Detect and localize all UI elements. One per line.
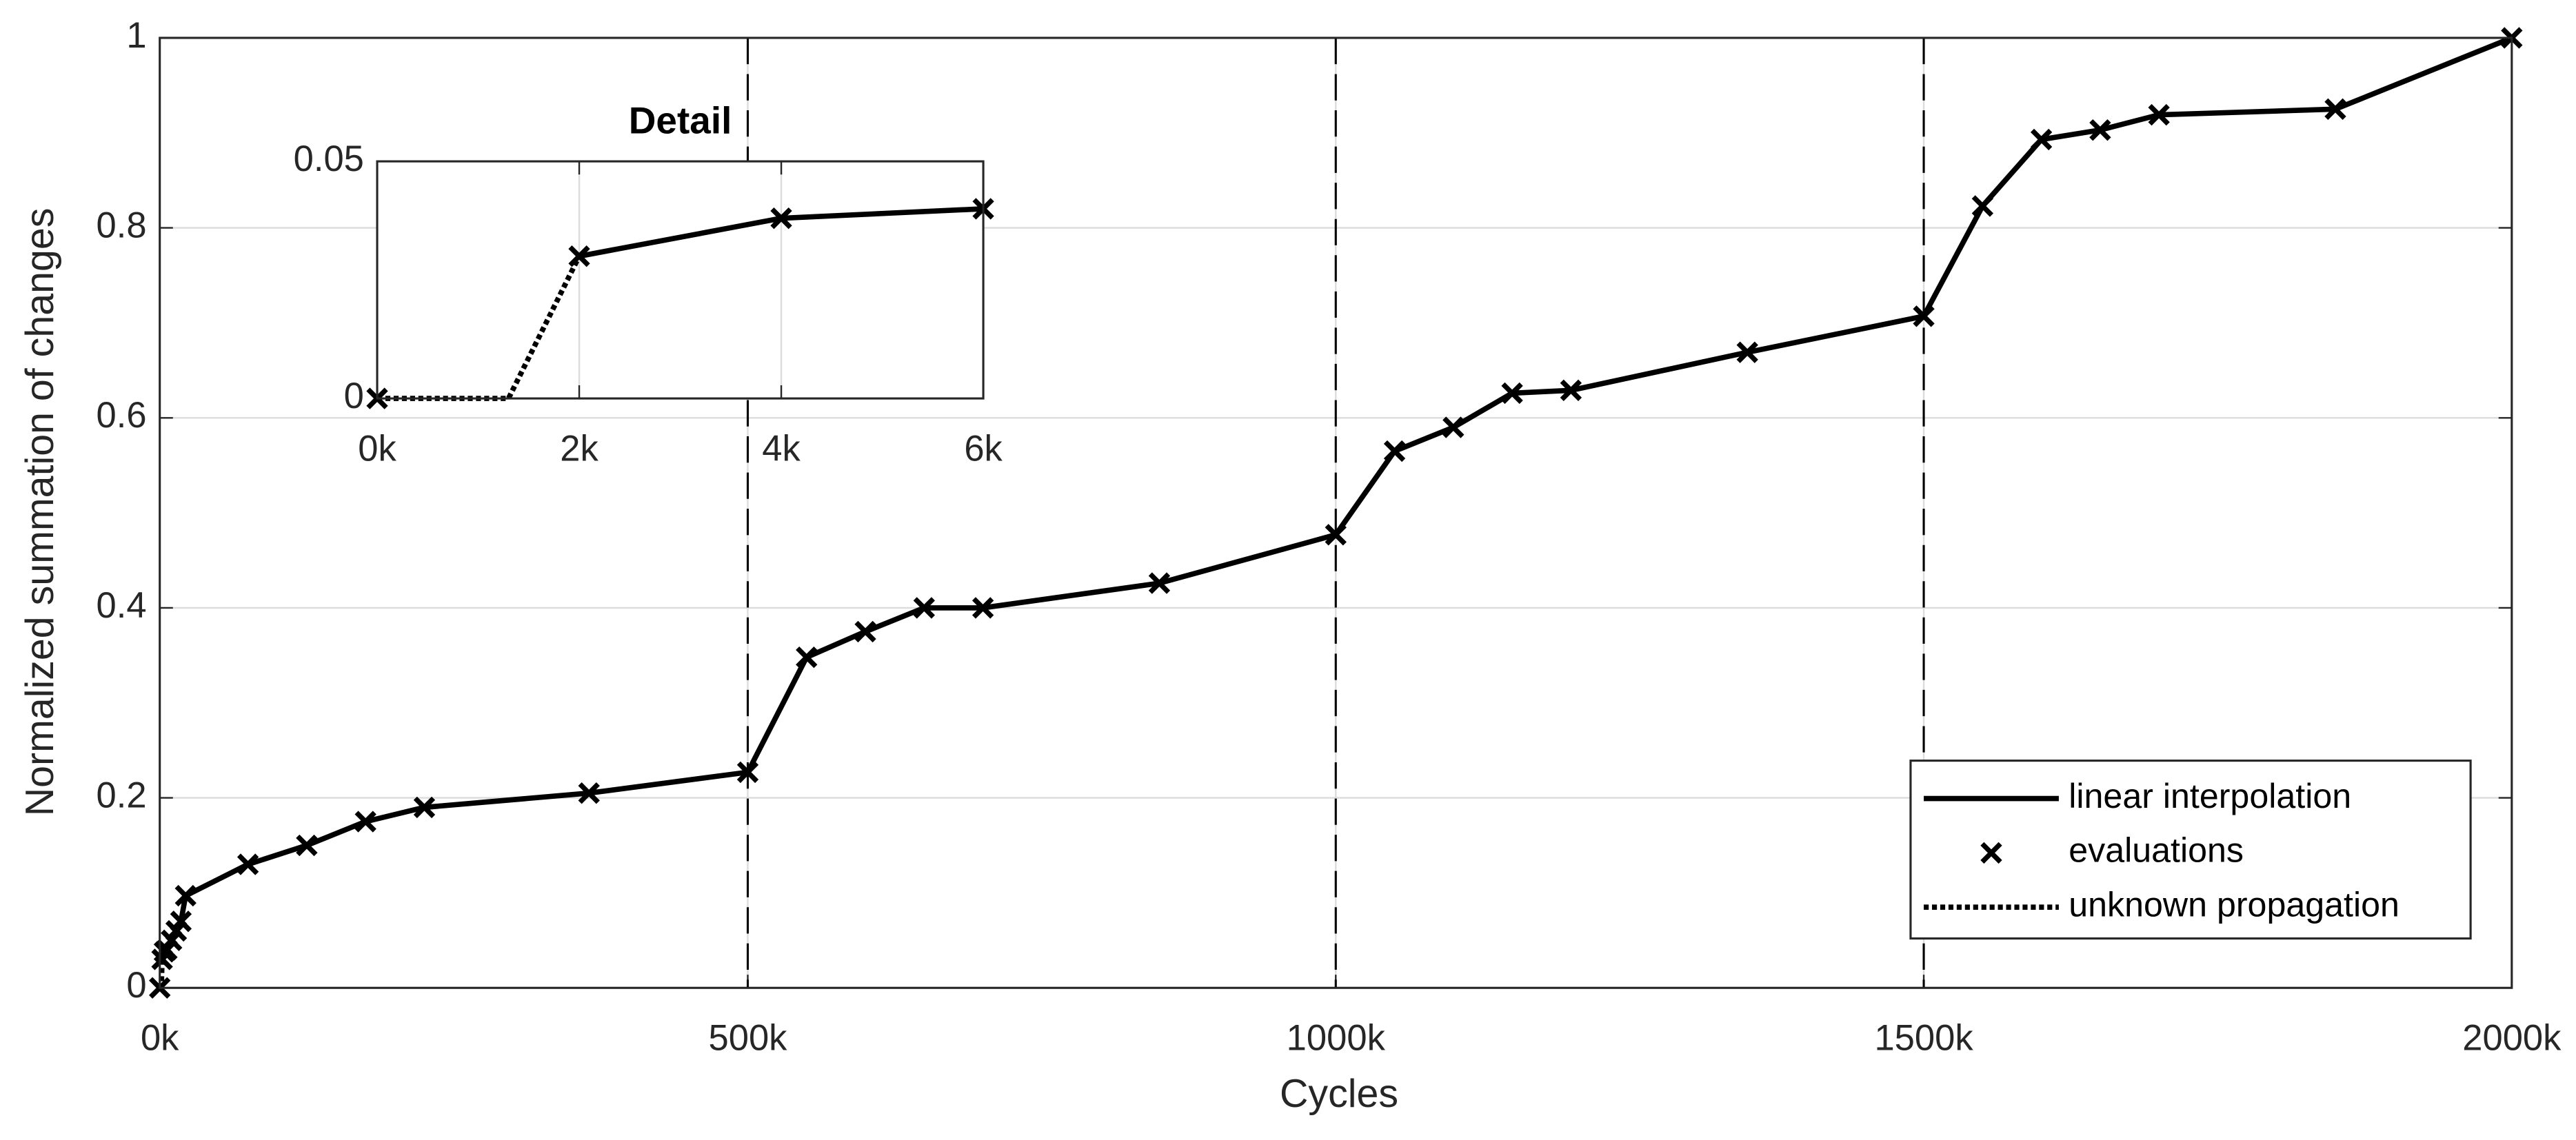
marker [736, 761, 759, 784]
marker [296, 834, 318, 857]
y-axis-label: Normalized summation of changes [18, 208, 62, 817]
marker [913, 597, 935, 619]
marker [2089, 119, 2111, 141]
marker [1560, 379, 1582, 401]
marker [770, 207, 792, 230]
axes-box [159, 37, 2513, 989]
marker [237, 853, 259, 875]
marker [2030, 128, 2053, 151]
marker [568, 245, 590, 267]
legend-box [1909, 760, 2472, 940]
marker [413, 796, 436, 819]
x-tick-label: 2k [560, 428, 598, 469]
marker [796, 646, 818, 669]
x-tick-label: 500k [709, 1018, 788, 1059]
marker [1501, 382, 1523, 405]
marker [1325, 524, 1347, 546]
legend-label: evaluations [2069, 831, 2244, 870]
marker [174, 884, 197, 907]
marker [1442, 416, 1465, 438]
y-tick-label: 0 [344, 376, 364, 416]
marker [1736, 341, 1758, 363]
x-tick-label: 0k [358, 428, 396, 469]
x-tick-label: 0k [141, 1018, 179, 1059]
x-tick-label: 1000k [1287, 1018, 1386, 1059]
series-layer [149, 27, 2523, 999]
marker [2148, 103, 2170, 126]
y-tick-label: 0.8 [97, 205, 147, 245]
axes-box [376, 160, 985, 400]
legend-label: linear interpolation [2069, 777, 2351, 815]
marker [972, 597, 994, 619]
marker [1148, 572, 1171, 594]
marker [854, 620, 876, 643]
x-tick-label: 1500k [1874, 1018, 1973, 1059]
legend-label: unknown propagation [2069, 885, 2399, 924]
legend-marker [1980, 842, 2002, 864]
plot-area [377, 161, 984, 399]
marker [1971, 195, 1994, 217]
marker [1383, 440, 1406, 462]
y-tick-label: 0.2 [97, 775, 147, 815]
marker [170, 910, 192, 933]
y-tick-label: 0.4 [97, 585, 147, 626]
y-tick-label: 0.05 [294, 139, 364, 179]
x-tick-label: 6k [964, 428, 1003, 469]
y-tick-label: 0.6 [97, 395, 147, 436]
x-tick-label: 4k [762, 428, 801, 469]
x-axis-label: Cycles [1280, 1072, 1398, 1116]
x-tick-label: 2000k [2462, 1018, 2562, 1059]
marker [1913, 305, 1935, 327]
inset-title: Detail [629, 99, 732, 142]
marker [2324, 98, 2346, 120]
y-tick-label: 1 [126, 15, 146, 56]
marker [578, 782, 600, 804]
marker [354, 811, 376, 833]
y-tick-label: 0 [126, 965, 146, 1006]
